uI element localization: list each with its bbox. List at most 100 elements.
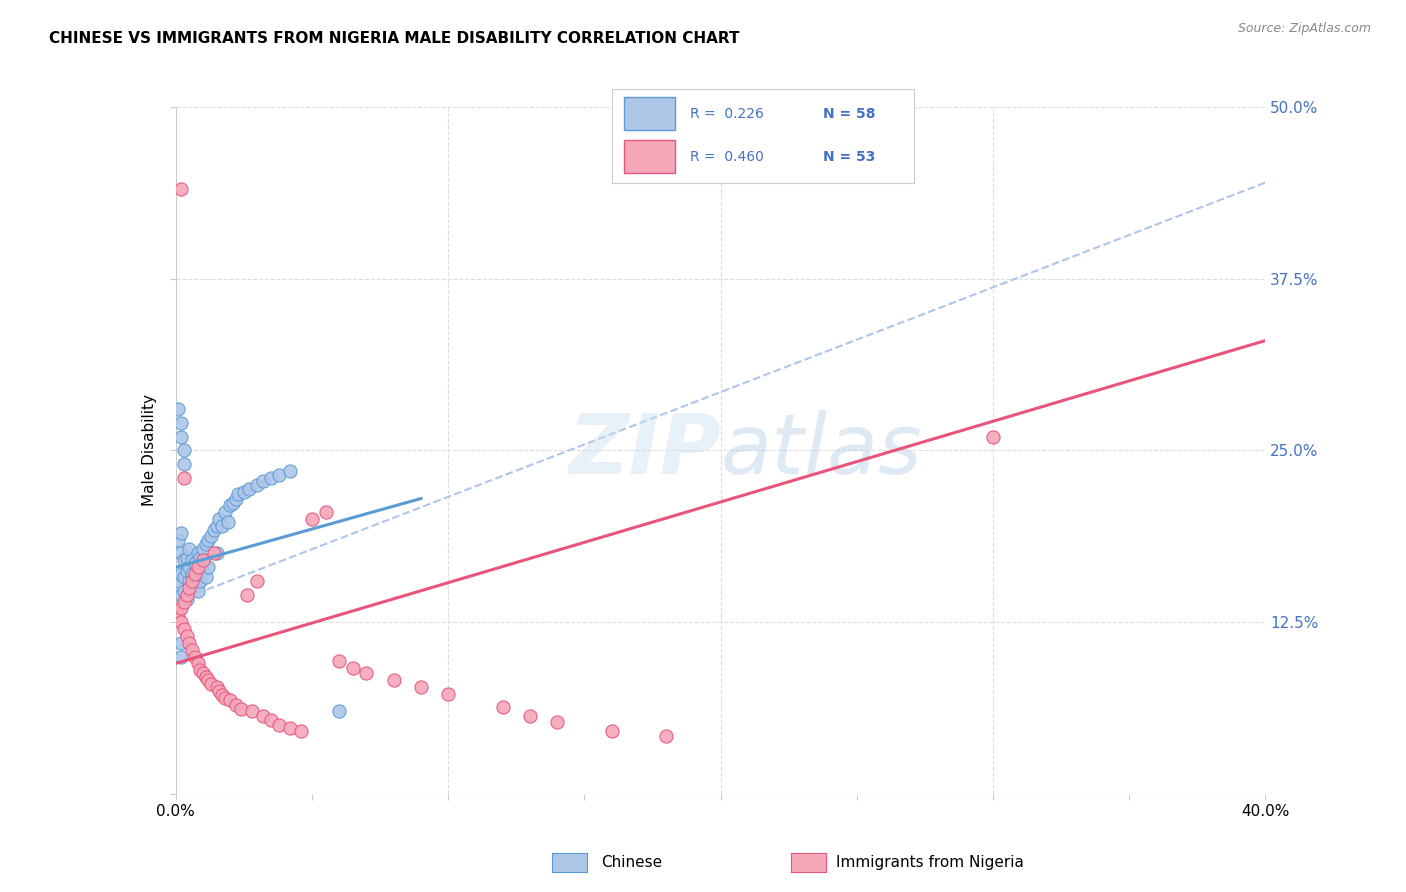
Point xyxy=(186,583,209,598)
Point xyxy=(211,519,233,533)
Point xyxy=(191,553,214,567)
Point xyxy=(191,542,214,557)
Point xyxy=(315,505,337,519)
Point xyxy=(173,443,195,458)
Point xyxy=(519,708,541,723)
Text: R =  0.460: R = 0.460 xyxy=(690,150,763,163)
Point xyxy=(225,698,247,712)
Point xyxy=(176,591,198,606)
Point xyxy=(231,702,253,716)
Point xyxy=(179,574,201,588)
Point xyxy=(205,546,228,561)
Point xyxy=(202,546,225,561)
Text: CHINESE VS IMMIGRANTS FROM NIGERIA MALE DISABILITY CORRELATION CHART: CHINESE VS IMMIGRANTS FROM NIGERIA MALE … xyxy=(49,31,740,46)
Text: N = 53: N = 53 xyxy=(824,150,876,163)
Point xyxy=(170,588,193,602)
FancyBboxPatch shape xyxy=(624,96,675,130)
Point xyxy=(179,636,201,650)
Point xyxy=(208,683,231,698)
Point xyxy=(546,715,568,730)
Point xyxy=(219,693,242,707)
Point xyxy=(356,665,378,680)
Point xyxy=(181,574,204,588)
Point xyxy=(328,705,350,719)
Point xyxy=(246,574,269,588)
Point xyxy=(186,565,209,579)
Point xyxy=(382,673,405,687)
Point xyxy=(181,553,204,567)
Point xyxy=(200,528,222,542)
Point xyxy=(173,594,195,608)
Point xyxy=(278,464,301,478)
Point xyxy=(179,581,201,595)
Point xyxy=(170,182,193,196)
Point xyxy=(194,570,217,584)
Point xyxy=(184,567,207,582)
Point xyxy=(186,560,209,574)
Point xyxy=(260,713,283,727)
Text: Immigrants from Nigeria: Immigrants from Nigeria xyxy=(835,855,1024,870)
Point xyxy=(278,721,301,735)
Point xyxy=(301,512,323,526)
Point xyxy=(167,402,190,417)
Point xyxy=(176,565,198,579)
Point xyxy=(173,553,195,567)
Point xyxy=(211,688,233,702)
Point xyxy=(492,700,515,714)
Point xyxy=(197,560,219,574)
Point xyxy=(269,718,291,732)
Y-axis label: Male Disability: Male Disability xyxy=(142,394,157,507)
Point xyxy=(342,660,364,674)
Point xyxy=(600,723,623,738)
Point xyxy=(176,629,198,643)
Point xyxy=(173,471,195,485)
Point xyxy=(240,705,263,719)
Point xyxy=(246,478,269,492)
Point xyxy=(170,601,193,615)
Point xyxy=(290,723,312,738)
Point xyxy=(170,430,193,444)
Point xyxy=(197,533,219,547)
Point xyxy=(170,649,193,664)
Text: atlas: atlas xyxy=(721,410,922,491)
Point xyxy=(173,622,195,636)
Point xyxy=(170,567,193,582)
Point xyxy=(228,487,250,501)
Point xyxy=(205,519,228,533)
Point xyxy=(252,474,274,488)
Point xyxy=(170,615,193,630)
Point xyxy=(219,499,242,513)
Point xyxy=(181,567,204,582)
Point xyxy=(200,677,222,691)
Point xyxy=(235,588,257,602)
Text: Source: ZipAtlas.com: Source: ZipAtlas.com xyxy=(1237,22,1371,36)
Point xyxy=(214,505,236,519)
Point xyxy=(238,482,260,496)
Point xyxy=(167,533,190,547)
Point xyxy=(173,583,195,598)
FancyBboxPatch shape xyxy=(624,140,675,173)
Point xyxy=(186,546,209,561)
Point xyxy=(437,687,460,701)
Point xyxy=(181,642,204,657)
Point xyxy=(176,550,198,565)
Point xyxy=(186,657,209,671)
Text: Chinese: Chinese xyxy=(602,855,662,870)
Point xyxy=(208,512,231,526)
Point xyxy=(173,457,195,471)
Text: N = 58: N = 58 xyxy=(824,106,876,120)
Point xyxy=(328,654,350,668)
Point xyxy=(184,570,207,584)
Point xyxy=(170,525,193,540)
Point xyxy=(179,542,201,557)
Point xyxy=(205,680,228,694)
Point xyxy=(170,546,193,561)
Point xyxy=(191,665,214,680)
Point xyxy=(188,663,211,677)
Point xyxy=(232,484,254,499)
Point xyxy=(181,581,204,595)
Point xyxy=(170,416,193,430)
Point xyxy=(176,588,198,602)
Point xyxy=(194,670,217,684)
Point xyxy=(194,537,217,551)
